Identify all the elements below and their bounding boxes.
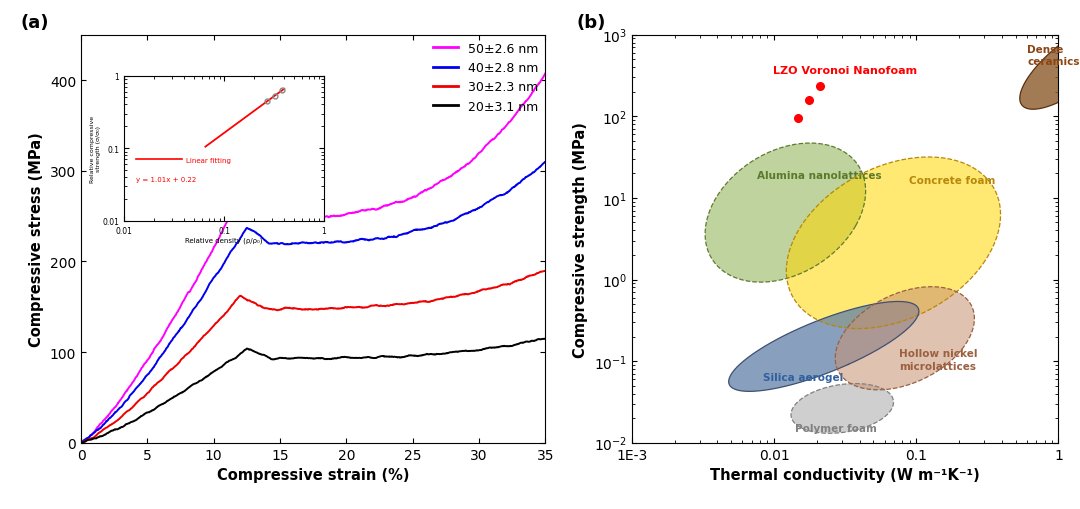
- Text: (b): (b): [577, 14, 606, 32]
- Polygon shape: [835, 287, 974, 390]
- 20±3.1 nm: [289, 355, 302, 361]
- 20±3.1 nm: [75, 440, 87, 446]
- 40±2.8 nm: [451, 215, 464, 221]
- 30±2.3 nm: [75, 440, 87, 446]
- X-axis label: Thermal conductivity (W m⁻¹K⁻¹): Thermal conductivity (W m⁻¹K⁻¹): [711, 467, 980, 482]
- 20±3.1 nm: [532, 336, 545, 343]
- 40±2.8 nm: [75, 440, 87, 446]
- Text: y = 1.01x + 0.22: y = 1.01x + 0.22: [136, 176, 195, 182]
- 20±3.1 nm: [234, 350, 247, 356]
- Polygon shape: [786, 158, 1000, 329]
- 30±2.3 nm: [319, 306, 332, 312]
- Text: Polymer foam: Polymer foam: [795, 423, 877, 433]
- Line: 40±2.8 nm: 40±2.8 nm: [81, 162, 545, 443]
- Text: Silica aerogel: Silica aerogel: [762, 373, 842, 383]
- 30±2.3 nm: [539, 268, 552, 274]
- 20±3.1 nm: [187, 381, 200, 387]
- 50±2.6 nm: [532, 82, 545, 88]
- Polygon shape: [1020, 18, 1080, 110]
- 20±3.1 nm: [538, 336, 551, 342]
- 50±2.6 nm: [75, 440, 87, 446]
- 20±3.1 nm: [539, 336, 552, 342]
- 40±2.8 nm: [187, 306, 200, 313]
- Polygon shape: [729, 302, 919, 391]
- 40±2.8 nm: [539, 159, 552, 165]
- Polygon shape: [705, 144, 866, 282]
- Line: 50±2.6 nm: 50±2.6 nm: [81, 74, 545, 443]
- 40±2.8 nm: [289, 241, 302, 247]
- Line: 30±2.3 nm: 30±2.3 nm: [81, 271, 545, 443]
- Text: Hollow nickel
microlattices: Hollow nickel microlattices: [900, 349, 977, 371]
- Y-axis label: Compressive strength (MPa): Compressive strength (MPa): [573, 122, 589, 357]
- X-axis label: Compressive strain (%): Compressive strain (%): [217, 467, 409, 482]
- Y-axis label: Compressive stress (MPa): Compressive stress (MPa): [29, 132, 44, 347]
- Text: Alumina nanolattices: Alumina nanolattices: [757, 171, 881, 181]
- 50±2.6 nm: [319, 214, 332, 220]
- 50±2.6 nm: [234, 196, 247, 202]
- 30±2.3 nm: [234, 293, 247, 299]
- Y-axis label: Relative compressive
strength (σ/σ₀): Relative compressive strength (σ/σ₀): [91, 116, 102, 182]
- 50±2.6 nm: [187, 282, 200, 288]
- Legend: 50±2.6 nm, 40±2.8 nm, 30±2.3 nm, 20±3.1 nm: 50±2.6 nm, 40±2.8 nm, 30±2.3 nm, 20±3.1 …: [429, 38, 544, 119]
- Text: Linear fitting: Linear fitting: [187, 158, 231, 164]
- Text: (a): (a): [21, 14, 49, 32]
- 30±2.3 nm: [451, 293, 464, 299]
- 30±2.3 nm: [289, 306, 302, 312]
- Text: LZO Voronoi Nanofoam: LZO Voronoi Nanofoam: [773, 66, 917, 76]
- Text: Concrete foam: Concrete foam: [909, 176, 996, 186]
- 50±2.6 nm: [539, 71, 552, 77]
- 30±2.3 nm: [187, 345, 200, 351]
- 30±2.3 nm: [532, 270, 545, 276]
- 50±2.6 nm: [451, 168, 464, 175]
- 40±2.8 nm: [319, 240, 332, 246]
- Line: 20±3.1 nm: 20±3.1 nm: [81, 339, 545, 443]
- 20±3.1 nm: [451, 349, 464, 355]
- 50±2.6 nm: [289, 215, 302, 221]
- 30±2.3 nm: [539, 268, 552, 274]
- X-axis label: Relative density (ρ/ρ₀): Relative density (ρ/ρ₀): [186, 237, 262, 243]
- Polygon shape: [791, 384, 893, 434]
- 20±3.1 nm: [319, 356, 332, 362]
- 40±2.8 nm: [234, 235, 247, 241]
- 40±2.8 nm: [532, 166, 545, 172]
- Text: Dense
ceramics: Dense ceramics: [1027, 45, 1080, 67]
